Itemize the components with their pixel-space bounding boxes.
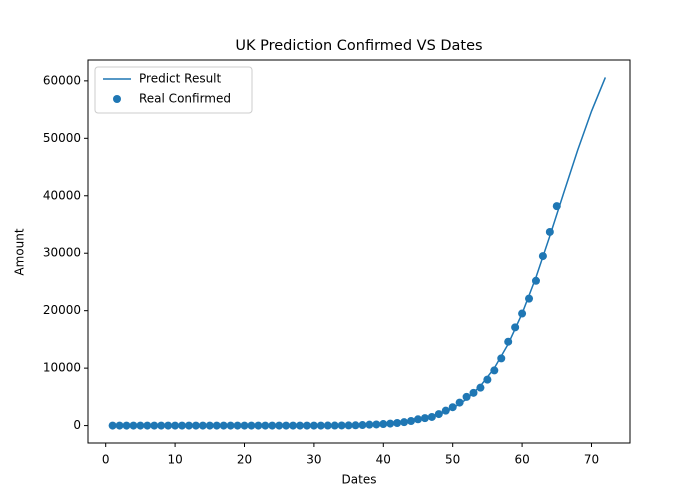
point [240, 421, 249, 430]
point [427, 412, 436, 421]
point [330, 421, 339, 430]
point [497, 354, 506, 363]
point [448, 403, 457, 412]
x-tick-label: 60 [514, 453, 529, 467]
x-tick-label: 20 [237, 453, 252, 467]
x-tick-label: 10 [167, 453, 182, 467]
point [518, 309, 527, 318]
point [254, 421, 263, 430]
point [358, 421, 367, 430]
y-tick-label: 40000 [43, 188, 81, 202]
point [469, 388, 478, 397]
point [490, 366, 499, 375]
point [150, 421, 159, 430]
point [212, 421, 221, 430]
point [309, 421, 318, 430]
point [191, 421, 200, 430]
point [302, 421, 311, 430]
y-axis-label: Amount [13, 228, 27, 275]
point [164, 421, 173, 430]
point [129, 421, 138, 430]
point [261, 421, 270, 430]
point [413, 415, 422, 424]
y-tick-label: 60000 [43, 73, 81, 87]
point [157, 421, 166, 430]
point [407, 416, 416, 425]
point [351, 421, 360, 430]
point [434, 410, 443, 419]
point [344, 421, 353, 430]
point [323, 421, 332, 430]
chart-title: UK Prediction Confirmed VS Dates [235, 38, 482, 54]
point [441, 406, 450, 415]
point [171, 421, 180, 430]
legend-marker [113, 95, 121, 103]
point [462, 392, 471, 401]
point [538, 252, 547, 261]
point [504, 337, 513, 346]
point [122, 421, 131, 430]
point [400, 418, 409, 427]
point [372, 420, 381, 429]
point [476, 383, 485, 392]
point [337, 421, 346, 430]
legend-box [94, 66, 253, 114]
point [205, 421, 214, 430]
point [379, 420, 388, 429]
x-tick-label: 40 [376, 453, 391, 467]
y-tick-label: 20000 [43, 303, 81, 317]
point [108, 421, 117, 430]
x-tick-label: 70 [584, 453, 599, 467]
point [233, 421, 242, 430]
legend-label: Real Confirmed [139, 92, 231, 106]
y-tick-label: 0 [73, 418, 81, 432]
y-tick-label: 30000 [43, 246, 81, 260]
point [420, 414, 429, 423]
point [365, 420, 374, 429]
point [552, 202, 561, 211]
x-tick-label: 50 [445, 453, 460, 467]
point [178, 421, 187, 430]
point [115, 421, 124, 430]
point [226, 421, 235, 430]
x-axis-label: Dates [342, 473, 377, 487]
point [455, 398, 464, 407]
point [289, 421, 298, 430]
point [136, 421, 145, 430]
point [393, 419, 402, 428]
point [531, 276, 540, 285]
plot-frame [87, 59, 631, 444]
point [545, 227, 554, 236]
point [143, 421, 152, 430]
point [511, 323, 520, 332]
point [247, 421, 256, 430]
y-tick-label: 10000 [43, 361, 81, 375]
point [296, 421, 305, 430]
point [184, 421, 193, 430]
point [198, 421, 207, 430]
point [275, 421, 284, 430]
y-tick-label: 50000 [43, 131, 81, 145]
point [525, 294, 534, 303]
point [282, 421, 291, 430]
point [219, 421, 228, 430]
point [386, 419, 395, 428]
point [268, 421, 277, 430]
legend-label: Predict Result [139, 72, 222, 86]
line [112, 77, 607, 427]
x-tick-label: 0 [102, 453, 110, 467]
x-tick-label: 30 [306, 453, 321, 467]
point [483, 375, 492, 384]
point [316, 421, 325, 430]
